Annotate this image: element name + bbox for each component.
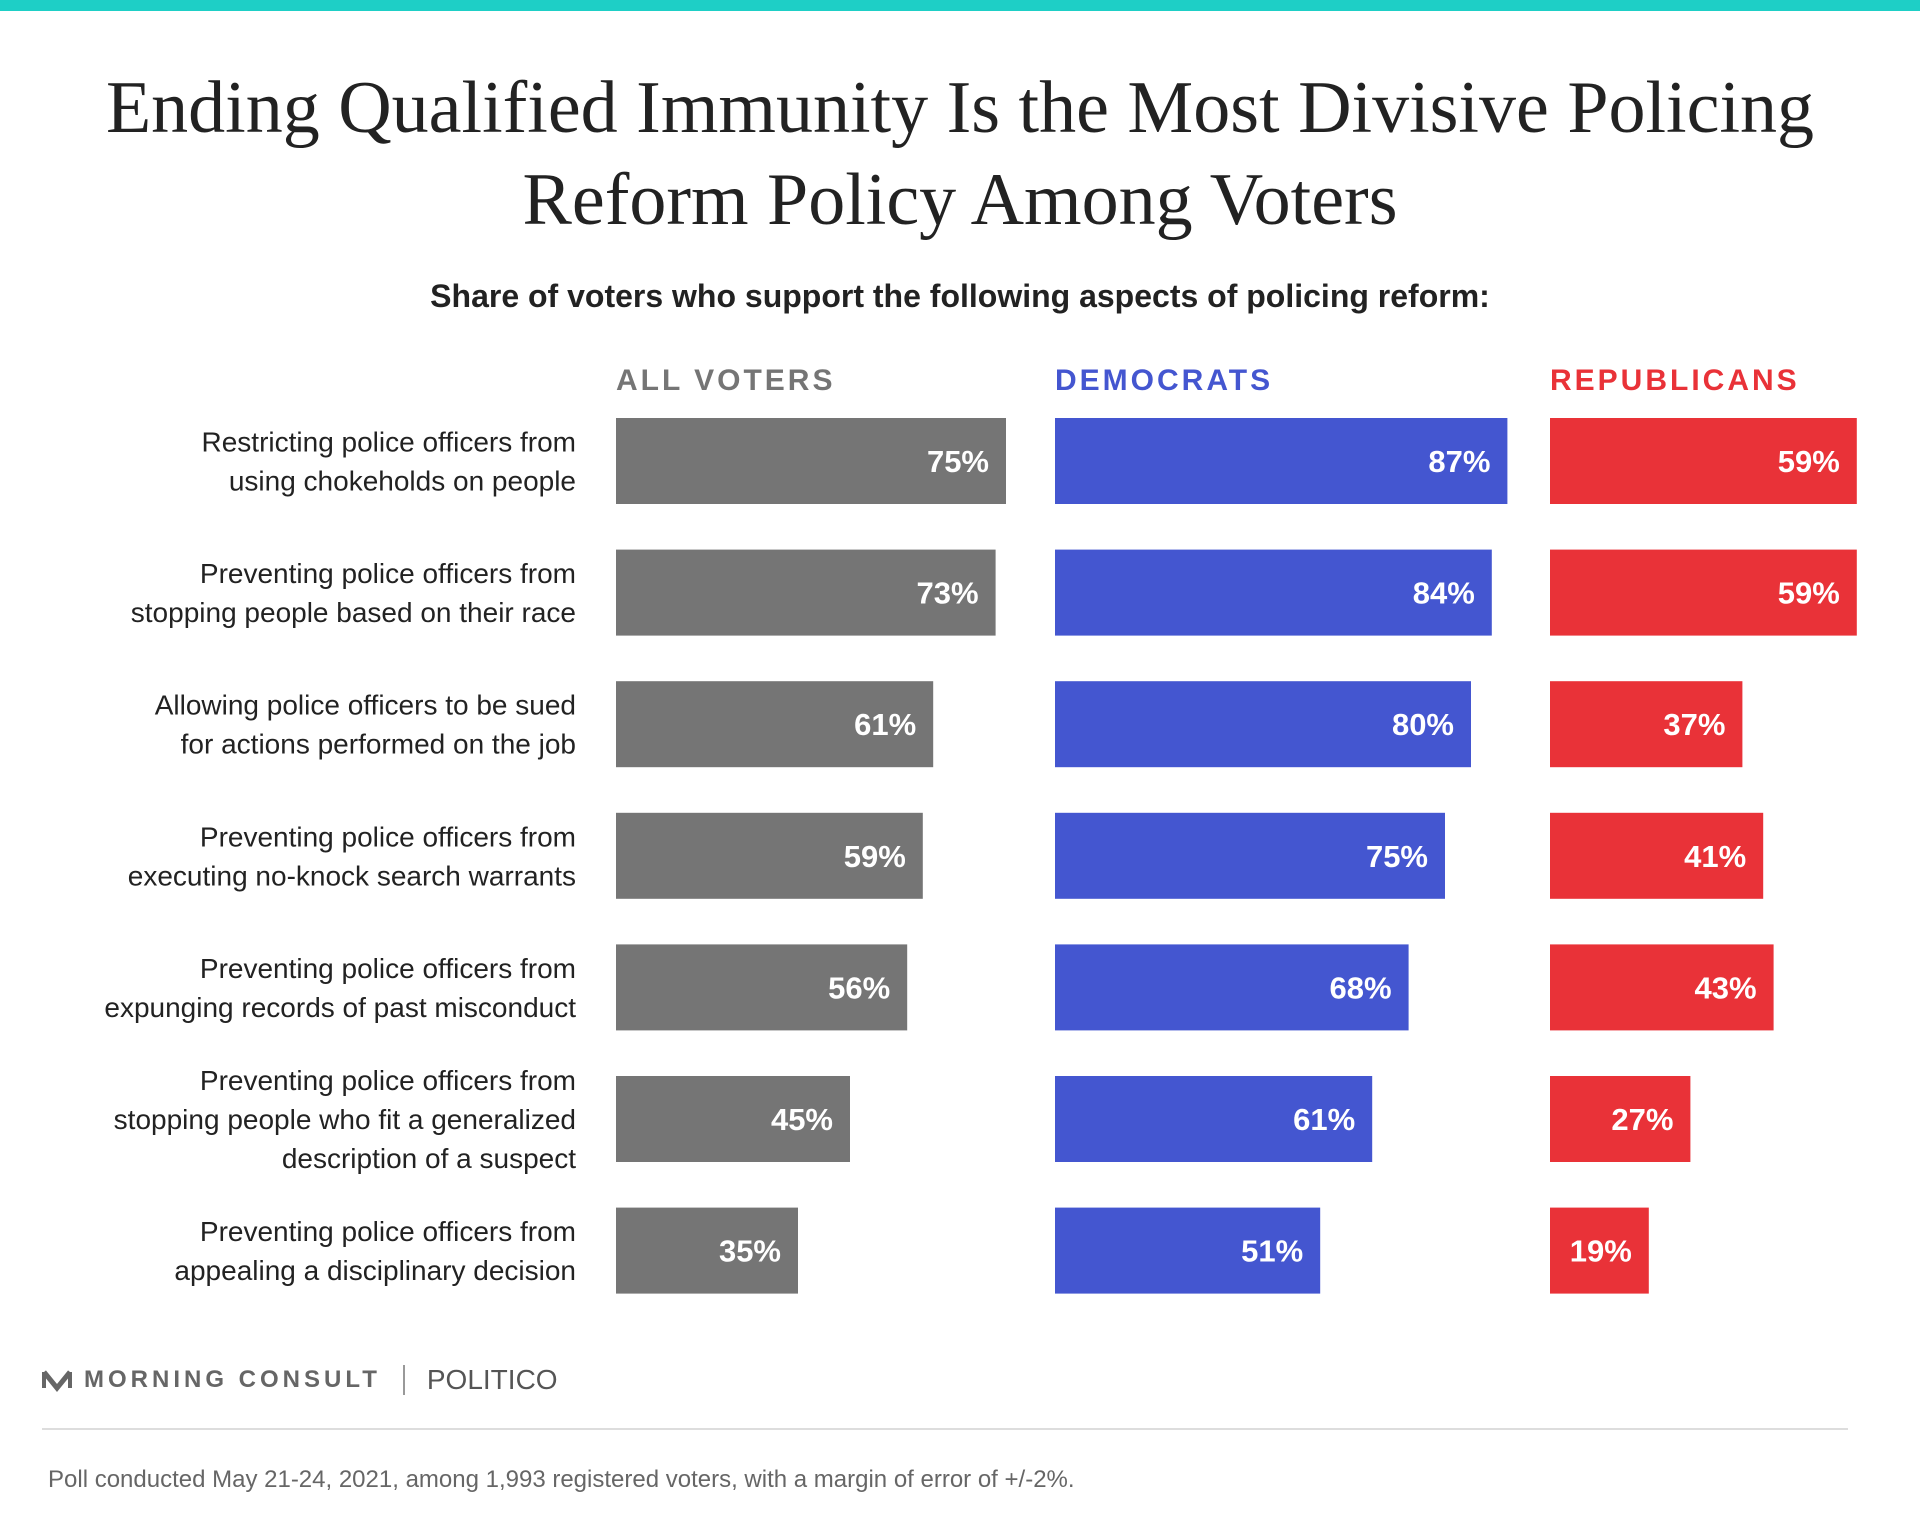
- bar-republicans: [1550, 681, 1743, 768]
- bar-all-voters: [616, 418, 1006, 504]
- bar-value-label: 35%: [719, 1234, 781, 1269]
- row-label: description of a suspect: [282, 1143, 576, 1174]
- morning-consult-wordmark: MORNING CONSULT: [84, 1366, 381, 1393]
- row-label: executing no-knock search warrants: [128, 860, 576, 891]
- bar-all-voters: [616, 812, 923, 899]
- bar-republicans: [1550, 812, 1764, 899]
- bar-value-label: 75%: [1366, 839, 1428, 874]
- bar-value-label: 84%: [1413, 576, 1475, 611]
- bar-all-voters: [616, 1207, 798, 1294]
- row-label: expunging records of past misconduct: [104, 992, 576, 1023]
- bar-democrats: [1055, 944, 1409, 1031]
- bar-value-label: 27%: [1611, 1102, 1673, 1137]
- bar-democrats: [1055, 681, 1471, 768]
- bar-value-label: 45%: [771, 1102, 833, 1137]
- bar-value-label: 61%: [1293, 1102, 1355, 1137]
- bar-value-label: 59%: [1778, 576, 1840, 611]
- row-label: Preventing police officers from: [200, 1065, 576, 1096]
- bar-value-label: 59%: [844, 839, 906, 874]
- row-label: Allowing police officers to be sued: [155, 690, 576, 721]
- row-label: Preventing police officers from: [200, 821, 576, 852]
- row-label: stopping people based on their race: [131, 597, 576, 628]
- bar-all-voters: [616, 944, 908, 1031]
- brand-separator: [402, 1365, 405, 1395]
- top-accent-bar: [0, 0, 1920, 11]
- row-label: Preventing police officers from: [200, 558, 576, 589]
- bar-democrats: [1055, 1207, 1321, 1294]
- bar-all-voters: [616, 549, 996, 636]
- bar-all-voters: [616, 1076, 850, 1162]
- poll-footnote: Poll conducted May 21-24, 2021, among 1,…: [48, 1466, 1075, 1493]
- bar-value-label: 80%: [1392, 707, 1454, 742]
- bar-republicans: [1550, 1076, 1691, 1162]
- brand-footer: MORNING CONSULT POLITICO: [42, 1360, 558, 1400]
- bar-value-label: 68%: [1330, 970, 1392, 1005]
- column-header-democrats: DEMOCRATS: [1055, 364, 1273, 397]
- bar-value-label: 87%: [1428, 444, 1490, 479]
- column-header-republicans: REPUBLICANS: [1550, 364, 1800, 397]
- bar-value-label: 59%: [1778, 444, 1840, 479]
- bar-value-label: 19%: [1570, 1234, 1632, 1269]
- bar-democrats: [1055, 812, 1445, 899]
- bar-value-label: 37%: [1663, 707, 1725, 742]
- bar-republicans: [1550, 418, 1857, 504]
- row-label: Preventing police officers from: [200, 1216, 576, 1247]
- morning-consult-logo-icon: [42, 1370, 72, 1392]
- chart-title: Ending Qualified Immunity Is the Most Di…: [0, 62, 1920, 246]
- bar-value-label: 41%: [1684, 839, 1746, 874]
- grouped-bar-chart: ALL VOTERS DEMOCRATS REPUBLICANS Restrictin…: [104, 364, 1857, 1294]
- bar-republicans: [1550, 549, 1857, 636]
- row-label: Preventing police officers from: [200, 953, 576, 984]
- row-label: appealing a disciplinary decision: [174, 1255, 576, 1286]
- row-label: Restricting police officers from: [202, 427, 577, 458]
- row-label: for actions performed on the job: [181, 729, 576, 760]
- bar-republicans: [1550, 1207, 1649, 1294]
- row-label: stopping people who fit a generalized: [114, 1104, 576, 1135]
- row-label: using chokeholds on people: [229, 466, 576, 497]
- bar-value-label: 73%: [917, 576, 979, 611]
- chart-title-text: Ending Qualified Immunity Is the Most Di…: [105, 67, 1815, 241]
- bar-value-label: 43%: [1695, 970, 1757, 1005]
- bar-democrats: [1055, 1076, 1373, 1162]
- bar-republicans: [1550, 944, 1774, 1031]
- footer-divider: [42, 1428, 1848, 1430]
- chart-subtitle: Share of voters who support the followin…: [430, 278, 1490, 314]
- bar-value-label: 61%: [854, 707, 916, 742]
- bar-value-label: 56%: [828, 970, 890, 1005]
- bar-value-label: 51%: [1241, 1234, 1303, 1269]
- bar-democrats: [1055, 549, 1492, 636]
- column-header-all-voters: ALL VOTERS: [616, 364, 835, 397]
- bar-value-label: 75%: [927, 444, 989, 479]
- bar-democrats: [1055, 418, 1508, 504]
- politico-wordmark: POLITICO: [426, 1364, 558, 1395]
- bar-all-voters: [616, 681, 934, 768]
